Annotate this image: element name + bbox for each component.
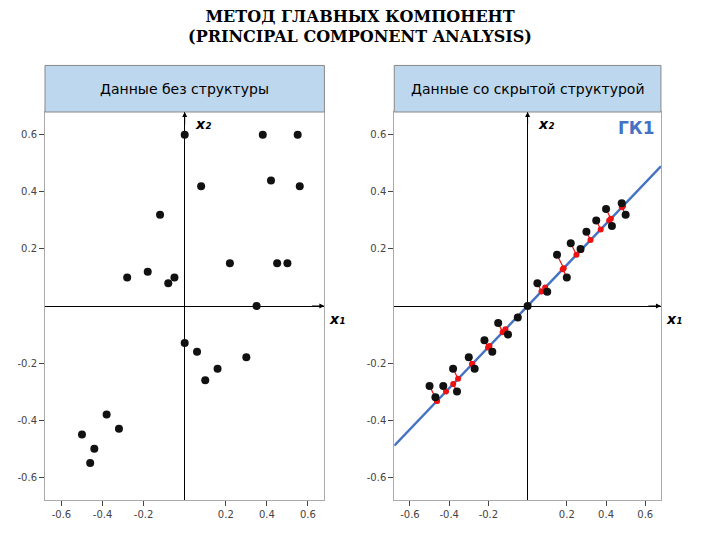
svg-text:0.4: 0.4 <box>21 186 37 197</box>
svg-text:-0.2: -0.2 <box>367 358 387 369</box>
svg-text:x₂: x₂ <box>538 116 555 132</box>
svg-text:Данные без структуры: Данные без структуры <box>100 81 269 97</box>
svg-text:Данные со скрытой структурой: Данные со скрытой структурой <box>411 81 645 97</box>
svg-text:-0.6: -0.6 <box>17 472 37 483</box>
svg-text:0.6: 0.6 <box>370 129 386 140</box>
svg-text:-0.6: -0.6 <box>52 509 72 520</box>
svg-text:МЕТОД ГЛАВНЫХ КОМПОНЕНТ(PRINCI: МЕТОД ГЛАВНЫХ КОМПОНЕНТ(PRINCIPAL COMPON… <box>188 7 532 47</box>
svg-text:0.4: 0.4 <box>370 186 386 197</box>
svg-text:x₁: x₁ <box>666 311 682 327</box>
svg-text:0.2: 0.2 <box>559 509 575 520</box>
svg-text:-0.4: -0.4 <box>93 509 113 520</box>
svg-text:-0.4: -0.4 <box>367 415 387 426</box>
svg-text:0.2: 0.2 <box>218 509 234 520</box>
svg-text:-0.6: -0.6 <box>367 472 387 483</box>
svg-text:0.2: 0.2 <box>21 243 37 254</box>
svg-text:0.4: 0.4 <box>259 509 275 520</box>
svg-text:x₁: x₁ <box>329 311 345 327</box>
svg-text:-0.4: -0.4 <box>17 415 37 426</box>
svg-text:-0.4: -0.4 <box>439 509 459 520</box>
svg-text:0.6: 0.6 <box>300 509 316 520</box>
svg-text:0.4: 0.4 <box>598 509 614 520</box>
svg-text:0.2: 0.2 <box>370 243 386 254</box>
svg-text:-0.6: -0.6 <box>400 509 420 520</box>
svg-text:0.6: 0.6 <box>21 129 37 140</box>
svg-text:-0.2: -0.2 <box>134 509 154 520</box>
svg-text:-0.2: -0.2 <box>479 509 499 520</box>
svg-text:-0.2: -0.2 <box>17 358 37 369</box>
svg-text:0.6: 0.6 <box>637 509 653 520</box>
svg-text:ГК1: ГК1 <box>618 118 655 138</box>
svg-text:x₂: x₂ <box>195 116 212 132</box>
